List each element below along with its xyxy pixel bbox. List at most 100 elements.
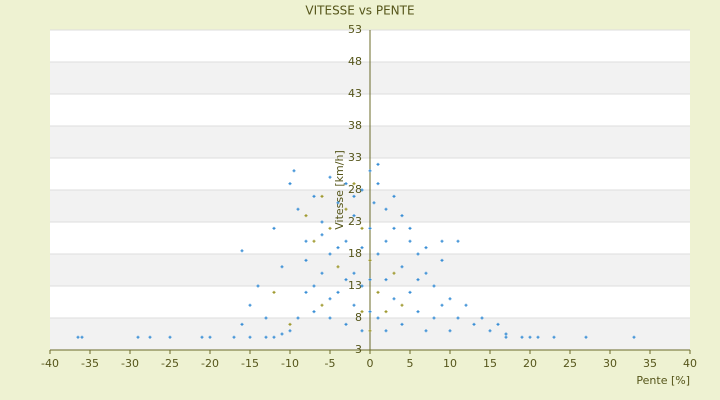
point [384, 278, 388, 282]
point [392, 271, 396, 275]
point [376, 252, 380, 256]
point [448, 329, 452, 333]
x-tick-label: 30 [603, 357, 617, 370]
point [208, 335, 212, 339]
point [240, 322, 244, 326]
point [392, 226, 396, 230]
y-tick-label: 18 [348, 247, 362, 260]
point [248, 335, 252, 339]
chart-title: VITESSE vs PENTE [305, 4, 414, 18]
point [264, 316, 268, 320]
point [536, 335, 540, 339]
point [320, 220, 324, 224]
point [392, 297, 396, 301]
point [320, 271, 324, 275]
y-tick-label: 38 [348, 119, 362, 132]
x-tick-label: 10 [443, 357, 457, 370]
point [384, 239, 388, 243]
point [272, 290, 276, 294]
point [504, 332, 508, 336]
point [280, 332, 284, 336]
point [352, 303, 356, 307]
point [464, 303, 468, 307]
x-tick-label: -20 [201, 357, 219, 370]
point [232, 335, 236, 339]
point [368, 329, 372, 333]
point [352, 182, 356, 186]
point [432, 316, 436, 320]
x-tick-label: 20 [523, 357, 537, 370]
y-tick-label: 3 [355, 343, 362, 356]
y-tick-label: 53 [348, 23, 362, 36]
point [376, 182, 380, 186]
point [472, 322, 476, 326]
x-tick-label: 15 [483, 357, 497, 370]
point [328, 316, 332, 320]
point [368, 226, 372, 230]
point [296, 316, 300, 320]
point [288, 329, 292, 333]
point [372, 201, 376, 205]
point [448, 297, 452, 301]
point [312, 310, 316, 314]
point [168, 335, 172, 339]
point [248, 303, 252, 307]
point [368, 258, 372, 262]
point [256, 284, 260, 288]
point [336, 265, 340, 269]
point [304, 239, 308, 243]
point [328, 297, 332, 301]
point [504, 335, 508, 339]
point [80, 335, 84, 339]
point [360, 246, 364, 250]
point [368, 310, 372, 314]
point [432, 284, 436, 288]
point [632, 335, 636, 339]
point [424, 246, 428, 250]
point [376, 290, 380, 294]
x-tick-label: 5 [407, 357, 414, 370]
point [336, 246, 340, 250]
point [344, 207, 348, 211]
point [344, 278, 348, 282]
point [304, 290, 308, 294]
point [496, 322, 500, 326]
point [440, 303, 444, 307]
point [520, 335, 524, 339]
point [552, 335, 556, 339]
point [336, 201, 340, 205]
y-tick-label: 33 [348, 151, 362, 164]
y-tick-label: 13 [348, 279, 362, 292]
point [400, 303, 404, 307]
y-tick-label: 8 [355, 311, 362, 324]
point [368, 278, 372, 282]
point [456, 239, 460, 243]
x-tick-label: -10 [281, 357, 299, 370]
point [312, 194, 316, 198]
point [200, 335, 204, 339]
point [360, 284, 364, 288]
point [344, 239, 348, 243]
point [288, 182, 292, 186]
point [148, 335, 152, 339]
x-tick-label: -40 [41, 357, 59, 370]
point [344, 182, 348, 186]
point [408, 226, 412, 230]
point [320, 233, 324, 237]
point [488, 329, 492, 333]
point [416, 310, 420, 314]
point [240, 249, 244, 253]
point [304, 258, 308, 262]
point [312, 284, 316, 288]
point [376, 162, 380, 166]
point [272, 226, 276, 230]
point [272, 335, 276, 339]
point [352, 271, 356, 275]
point [320, 194, 324, 198]
point [312, 239, 316, 243]
point [416, 252, 420, 256]
point [360, 226, 364, 230]
x-tick-label: -30 [121, 357, 139, 370]
x-tick-label: 40 [683, 357, 697, 370]
